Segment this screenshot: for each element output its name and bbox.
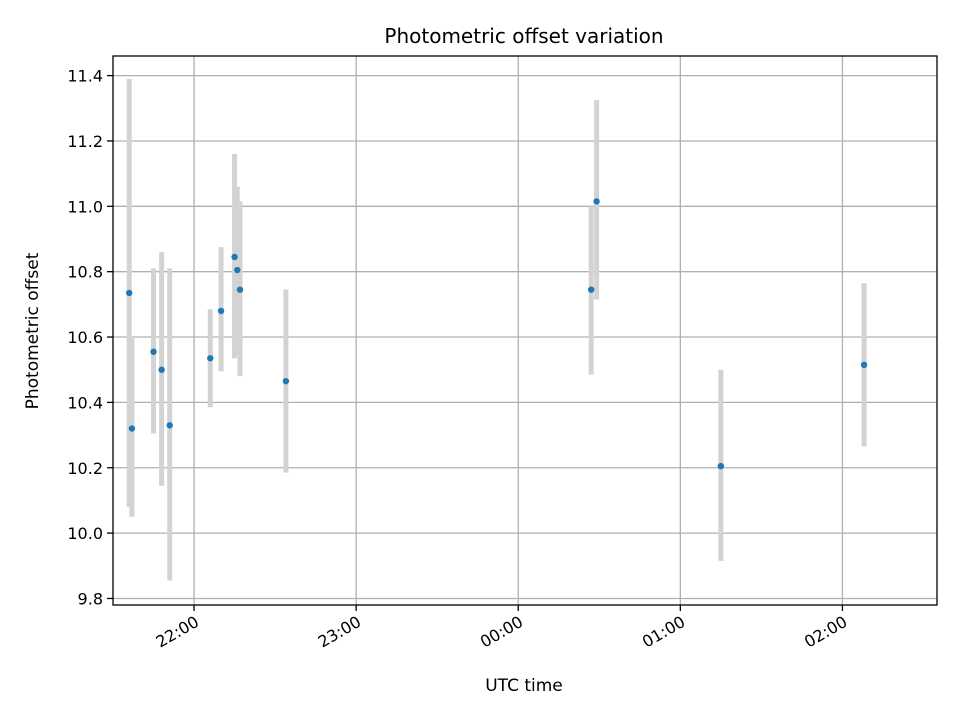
data-point bbox=[236, 286, 244, 293]
data-point bbox=[126, 289, 133, 297]
data-point bbox=[282, 377, 290, 385]
data-point bbox=[231, 253, 238, 261]
y-tick-label: 10.8 bbox=[67, 263, 103, 282]
data-point bbox=[217, 307, 225, 315]
data-point bbox=[717, 462, 725, 470]
x-axis-label: UTC time bbox=[485, 676, 563, 696]
grid bbox=[113, 56, 937, 605]
data-point bbox=[593, 198, 600, 205]
y-tick-label: 10.6 bbox=[67, 328, 103, 347]
y-tick-label: 11.0 bbox=[67, 197, 103, 216]
y-tick-label: 11.2 bbox=[67, 132, 103, 151]
y-axis-label: Photometric offset bbox=[23, 252, 43, 409]
data-point bbox=[234, 266, 241, 274]
data-point bbox=[128, 425, 136, 432]
y-tick-label: 10.2 bbox=[67, 459, 103, 478]
data-points bbox=[126, 198, 868, 470]
data-point bbox=[207, 355, 214, 362]
plot-frame bbox=[112, 55, 938, 606]
data-point bbox=[150, 348, 157, 355]
y-tick-label: 11.4 bbox=[67, 67, 103, 86]
y-tick-label: 10.4 bbox=[67, 393, 103, 412]
data-point bbox=[587, 286, 595, 293]
chart-title: Photometric offset variation bbox=[384, 24, 663, 48]
data-point bbox=[166, 422, 173, 429]
data-point bbox=[158, 366, 165, 373]
y-tick-label: 10.0 bbox=[67, 524, 103, 543]
y-tick-label: 9.8 bbox=[78, 589, 103, 608]
data-point bbox=[860, 361, 868, 369]
